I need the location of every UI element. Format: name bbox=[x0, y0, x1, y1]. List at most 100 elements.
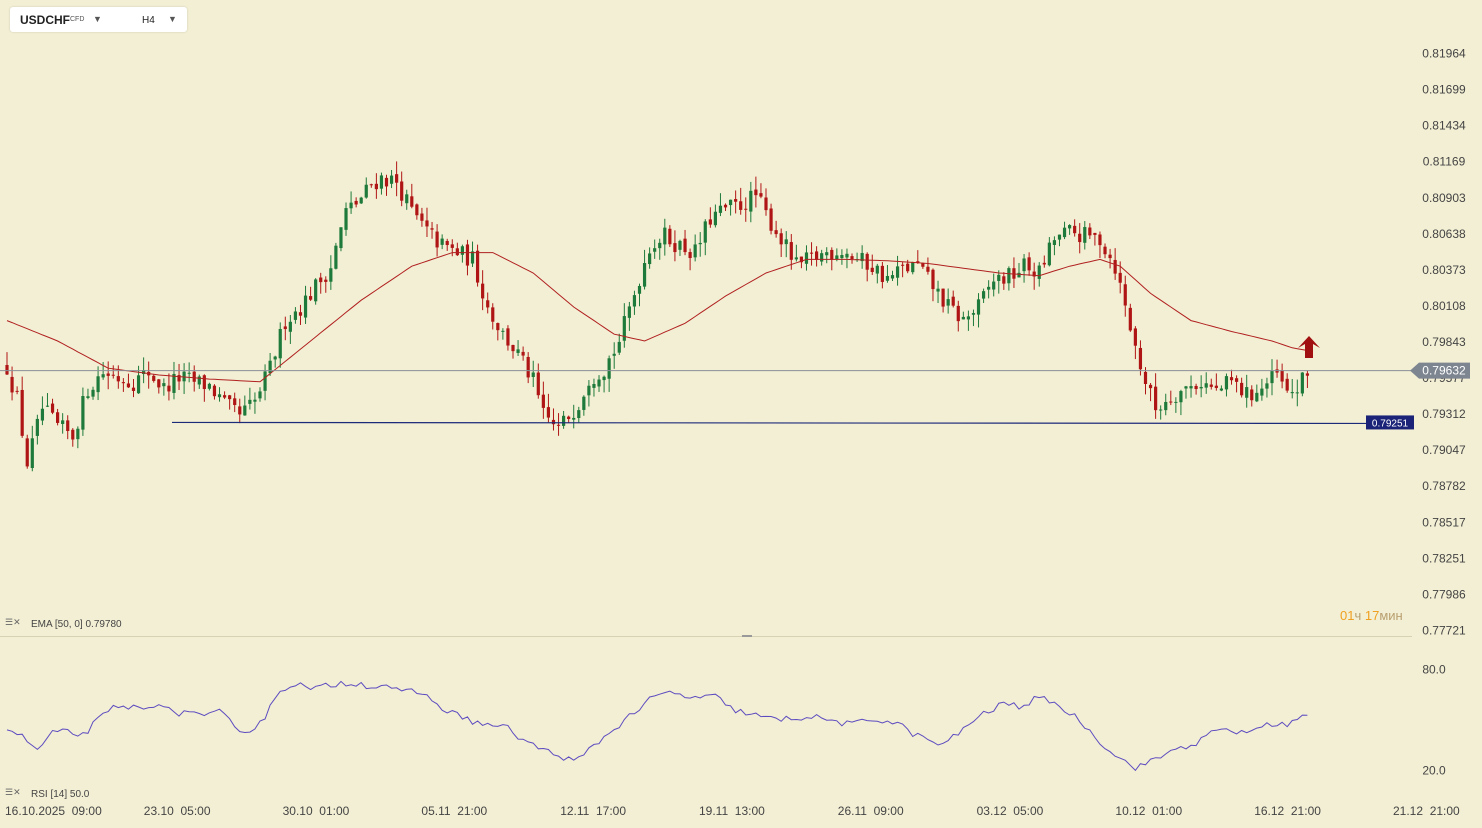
bull-candle[interactable] bbox=[349, 202, 353, 209]
bear-candle[interactable] bbox=[56, 412, 60, 423]
bull-candle[interactable] bbox=[288, 321, 292, 332]
bear-candle[interactable] bbox=[1027, 257, 1031, 271]
bear-candle[interactable] bbox=[951, 296, 955, 306]
bull-candle[interactable] bbox=[703, 221, 707, 243]
bull-candle[interactable] bbox=[987, 286, 991, 290]
bear-candle[interactable] bbox=[1154, 386, 1158, 411]
bear-candle[interactable] bbox=[319, 277, 323, 283]
bear-candle[interactable] bbox=[425, 220, 429, 227]
bear-candle[interactable] bbox=[116, 376, 120, 382]
bull-candle[interactable] bbox=[971, 313, 976, 315]
bear-candle[interactable] bbox=[830, 249, 834, 260]
bull-candle[interactable] bbox=[1007, 268, 1011, 284]
bull-candle[interactable] bbox=[460, 246, 464, 255]
bull-candle[interactable] bbox=[617, 341, 621, 353]
bull-candle[interactable] bbox=[187, 372, 191, 374]
bear-candle[interactable] bbox=[708, 219, 712, 225]
bull-candle[interactable] bbox=[1270, 371, 1274, 384]
bull-candle[interactable] bbox=[207, 383, 211, 389]
bear-candle[interactable] bbox=[673, 243, 677, 253]
bear-candle[interactable] bbox=[567, 416, 571, 420]
bull-candle[interactable] bbox=[835, 255, 839, 260]
bull-candle[interactable] bbox=[1260, 388, 1264, 396]
indicator-menu-icon[interactable]: ☰✕ bbox=[5, 617, 21, 627]
bull-candle[interactable] bbox=[248, 399, 252, 404]
bull-candle[interactable] bbox=[344, 208, 348, 230]
bear-candle[interactable] bbox=[1143, 371, 1148, 384]
bull-candle[interactable] bbox=[1184, 386, 1188, 389]
bear-candle[interactable] bbox=[66, 420, 70, 432]
bear-candle[interactable] bbox=[15, 390, 19, 392]
bear-candle[interactable] bbox=[121, 382, 125, 384]
bull-candle[interactable] bbox=[875, 265, 879, 274]
bear-candle[interactable] bbox=[400, 181, 404, 201]
bear-candle[interactable] bbox=[111, 374, 115, 376]
bear-candle[interactable] bbox=[556, 424, 561, 426]
bull-candle[interactable] bbox=[992, 281, 996, 290]
bear-candle[interactable] bbox=[374, 183, 378, 190]
bull-candle[interactable] bbox=[334, 245, 338, 269]
bear-candle[interactable] bbox=[10, 376, 14, 393]
bear-candle[interactable] bbox=[1280, 370, 1284, 382]
bear-candle[interactable] bbox=[228, 395, 232, 400]
bull-candle[interactable] bbox=[35, 418, 39, 436]
bull-candle[interactable] bbox=[885, 275, 890, 281]
bear-candle[interactable] bbox=[1250, 389, 1254, 401]
bear-candle[interactable] bbox=[668, 228, 672, 245]
bull-candle[interactable] bbox=[582, 396, 586, 410]
bear-candle[interactable] bbox=[71, 429, 75, 440]
bear-candle[interactable] bbox=[25, 438, 29, 467]
bull-candle[interactable] bbox=[562, 415, 566, 426]
bull-candle[interactable] bbox=[642, 263, 647, 287]
bull-candle[interactable] bbox=[728, 199, 733, 206]
bull-candle[interactable] bbox=[162, 383, 166, 387]
bull-candle[interactable] bbox=[1224, 376, 1229, 390]
bear-candle[interactable] bbox=[769, 208, 773, 231]
symbol-dropdown-icon[interactable]: ▼ bbox=[93, 14, 102, 24]
bull-candle[interactable] bbox=[637, 285, 642, 294]
bull-candle[interactable] bbox=[293, 311, 298, 320]
bear-candle[interactable] bbox=[450, 244, 454, 248]
bear-candle[interactable] bbox=[1169, 401, 1173, 403]
bull-candle[interactable] bbox=[1083, 227, 1087, 243]
bull-candle[interactable] bbox=[572, 417, 576, 420]
bear-candle[interactable] bbox=[106, 373, 110, 376]
bear-candle[interactable] bbox=[779, 233, 783, 245]
bull-candle[interactable] bbox=[845, 253, 849, 258]
bear-candle[interactable] bbox=[20, 389, 24, 436]
bear-candle[interactable] bbox=[410, 196, 414, 207]
bear-candle[interactable] bbox=[744, 208, 748, 210]
bull-candle[interactable] bbox=[91, 389, 95, 397]
bear-candle[interactable] bbox=[1305, 373, 1310, 376]
bear-candle[interactable] bbox=[1229, 377, 1234, 381]
bull-candle[interactable] bbox=[268, 360, 272, 374]
bear-candle[interactable] bbox=[921, 263, 925, 267]
bull-candle[interactable] bbox=[1164, 401, 1168, 411]
bear-candle[interactable] bbox=[5, 365, 9, 375]
bull-candle[interactable] bbox=[86, 396, 90, 398]
bull-candle[interactable] bbox=[329, 268, 333, 282]
bear-candle[interactable] bbox=[1148, 384, 1153, 389]
bear-candle[interactable] bbox=[415, 204, 419, 216]
bear-candle[interactable] bbox=[799, 256, 804, 263]
bull-candle[interactable] bbox=[1265, 383, 1269, 389]
bear-candle[interactable] bbox=[222, 395, 227, 398]
bear-candle[interactable] bbox=[152, 375, 156, 381]
bear-candle[interactable] bbox=[1088, 227, 1092, 236]
bull-candle[interactable] bbox=[946, 299, 950, 306]
bull-candle[interactable] bbox=[1057, 234, 1062, 240]
bull-candle[interactable] bbox=[76, 428, 80, 440]
bull-candle[interactable] bbox=[364, 184, 368, 198]
bear-candle[interactable] bbox=[202, 375, 206, 390]
bear-candle[interactable] bbox=[157, 379, 161, 388]
bull-candle[interactable] bbox=[627, 306, 631, 318]
bull-candle[interactable] bbox=[1037, 265, 1041, 279]
bull-candle[interactable] bbox=[1245, 387, 1249, 398]
bear-candle[interactable] bbox=[901, 264, 905, 266]
bull-candle[interactable] bbox=[273, 356, 277, 360]
bull-candle[interactable] bbox=[658, 242, 662, 249]
bull-candle[interactable] bbox=[1174, 401, 1178, 403]
bull-candle[interactable] bbox=[61, 420, 65, 424]
bear-candle[interactable] bbox=[916, 261, 920, 263]
